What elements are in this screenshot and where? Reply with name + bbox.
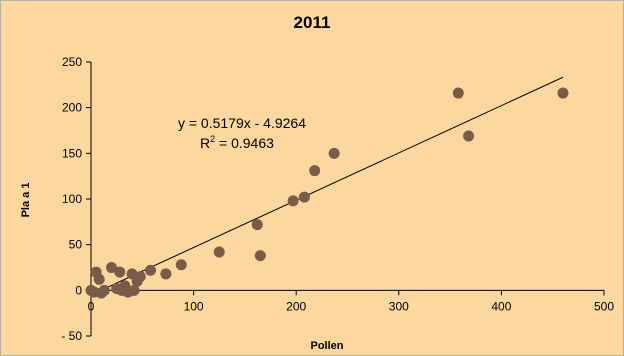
- y-tick-label: 250: [62, 55, 82, 69]
- y-tick-label: - 50: [61, 329, 82, 343]
- x-tick-label: 100: [184, 299, 204, 313]
- data-point: [557, 87, 569, 99]
- data-point: [309, 165, 321, 177]
- data-point: [251, 219, 263, 231]
- r-squared-label: R2 = 0.9463: [200, 134, 274, 151]
- x-tick-label: 200: [286, 299, 306, 313]
- data-point: [145, 264, 157, 276]
- r-squared-letter: R: [200, 135, 210, 151]
- y-tick-label: 0: [75, 283, 82, 297]
- data-point: [93, 273, 105, 285]
- x-tick-label: 500: [594, 299, 614, 313]
- data-point: [328, 147, 340, 159]
- data-point: [287, 195, 299, 207]
- y-tick-label: 200: [62, 101, 82, 115]
- data-point: [298, 191, 310, 203]
- x-axis-title: Pollen: [310, 340, 343, 352]
- y-axis-title: Pla a 1: [20, 183, 32, 218]
- data-points: [85, 87, 569, 299]
- trendline-equation: y = 0.5179x - 4.9264: [178, 115, 306, 131]
- y-tick-label: 100: [62, 192, 82, 206]
- trendline: [90, 76, 564, 296]
- data-point: [114, 266, 126, 278]
- y-tick-label: 50: [69, 238, 83, 252]
- data-point: [254, 250, 266, 262]
- x-tick-label: 300: [389, 299, 409, 313]
- r-squared-superscript: 2: [210, 134, 215, 144]
- data-point: [452, 87, 464, 99]
- y-axis-ticks: - 50 0 50 100 150 200 250: [61, 55, 91, 343]
- chart-title: 2011: [294, 13, 331, 32]
- data-point: [134, 271, 146, 283]
- data-point: [106, 262, 118, 273]
- data-point: [175, 259, 187, 271]
- data-point: [463, 130, 475, 142]
- data-point: [98, 284, 110, 296]
- x-tick-label: 400: [491, 299, 511, 313]
- data-point: [213, 246, 225, 258]
- r-squared-value: = 0.9463: [215, 135, 274, 151]
- data-point: [160, 268, 172, 280]
- y-tick-label: 150: [62, 146, 82, 160]
- data-point: [128, 284, 140, 296]
